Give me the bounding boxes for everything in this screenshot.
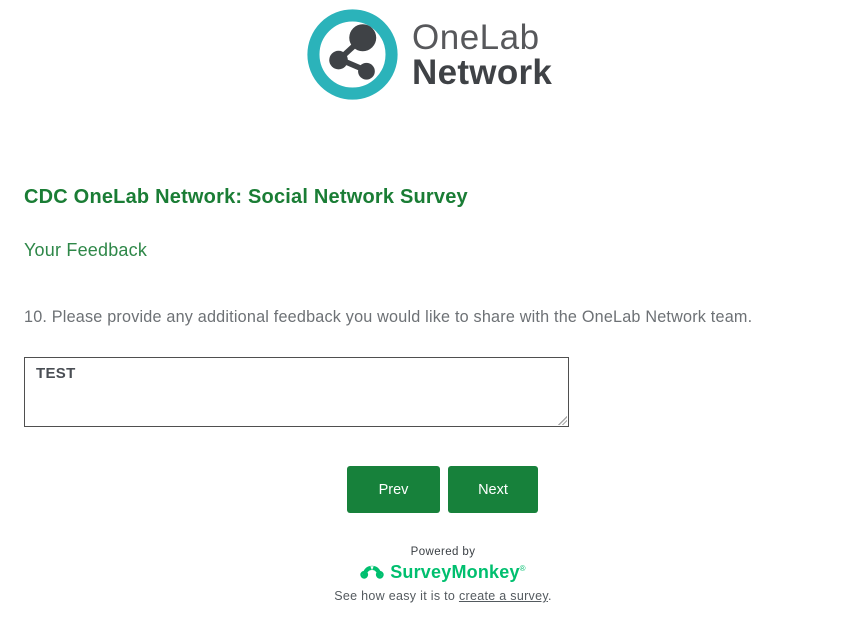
question-text: 10. Please provide any additional feedba… [24, 308, 753, 326]
powered-by-label: Powered by [410, 546, 476, 558]
prev-button[interactable]: Prev [347, 466, 440, 513]
next-button[interactable]: Next [448, 466, 538, 513]
logo-text-onelab: OneLab [412, 18, 540, 57]
logo-text-network: Network [412, 53, 553, 92]
feedback-textarea[interactable]: TEST [24, 357, 569, 427]
surveymonkey-brand[interactable]: SurveyMonkey® [22, 562, 842, 583]
answer-field-wrapper: TEST [24, 357, 569, 427]
onelab-logo: OneLab Network [306, 8, 552, 101]
cta-prefix: See how easy it is to [334, 589, 456, 603]
create-survey-link[interactable]: create a survey [458, 589, 548, 603]
nav-buttons: Prev Next [347, 466, 538, 513]
survey-title: CDC OneLab Network: Social Network Surve… [24, 186, 468, 208]
onelab-wordmark: OneLab Network [412, 19, 552, 90]
section-heading: Your Feedback [24, 240, 148, 260]
monkey-icon [360, 565, 384, 579]
trademark-symbol: ® [519, 564, 526, 573]
create-survey-cta: See how easy it is to create a survey. [22, 589, 842, 603]
surveymonkey-wordmark[interactable]: SurveyMonkey® [390, 562, 526, 582]
network-share-icon [307, 9, 398, 100]
cta-suffix: . [547, 589, 552, 603]
